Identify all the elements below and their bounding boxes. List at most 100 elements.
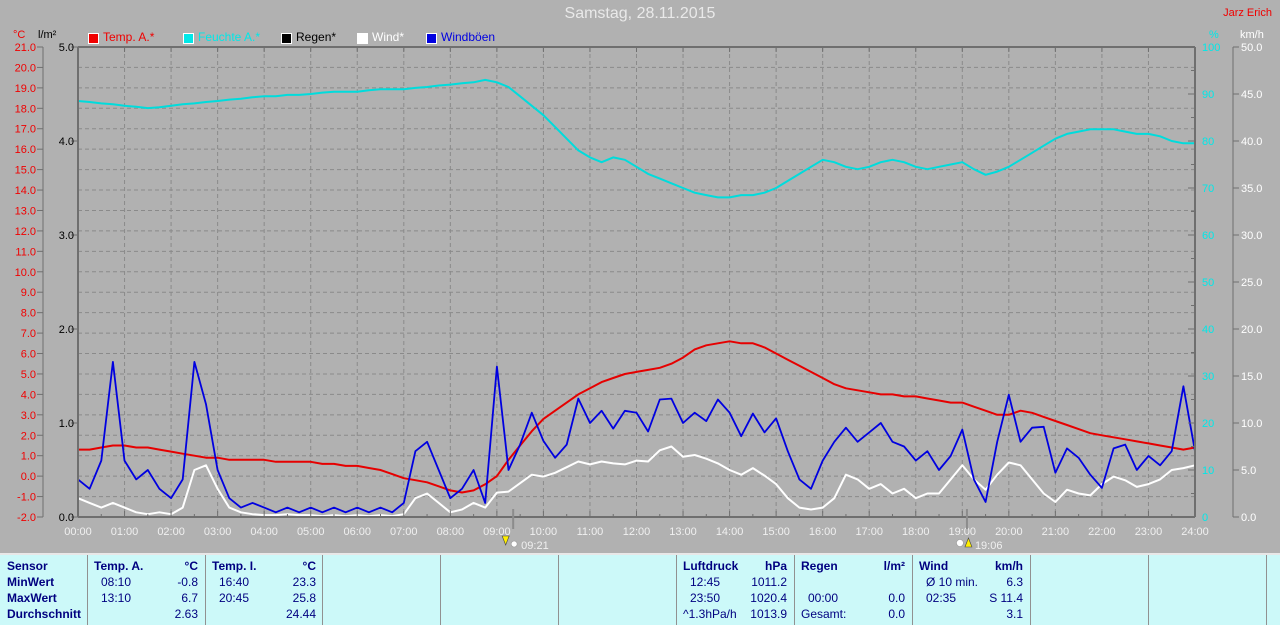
svg-text:11:00: 11:00 — [577, 526, 604, 538]
stats-row-label-min: MinWert — [7, 575, 55, 589]
svg-text:16.0: 16.0 — [15, 144, 36, 156]
table-column-divider — [1148, 555, 1149, 625]
svg-text:5.0: 5.0 — [21, 369, 36, 381]
page-title: Samstag, 28.11.2015 — [564, 5, 716, 22]
svg-text:21.0: 21.0 — [15, 42, 36, 54]
sensor-name: Temp. A. — [94, 559, 144, 573]
svg-text:3.0: 3.0 — [21, 410, 36, 422]
table-column-divider — [440, 555, 441, 625]
avg-value: 24.44 — [285, 607, 316, 621]
svg-text:90: 90 — [1202, 89, 1214, 101]
svg-text:13.0: 13.0 — [15, 205, 36, 217]
max-value: 25.8 — [292, 591, 316, 605]
legend-label: Wind* — [372, 30, 405, 44]
svg-text:4.0: 4.0 — [59, 136, 74, 148]
svg-text:06:00: 06:00 — [343, 526, 371, 538]
svg-text:50: 50 — [1202, 277, 1214, 289]
stats-row-label-max: MaxWert — [7, 591, 57, 605]
stats-table: Sensor MinWert MaxWert Durchschnitt Temp… — [0, 553, 1280, 625]
svg-text:3.0: 3.0 — [59, 230, 74, 242]
svg-text:8.0: 8.0 — [21, 308, 36, 320]
svg-text:40.0: 40.0 — [1241, 136, 1262, 148]
wind-series-swatch-icon — [357, 33, 368, 44]
sensor-name: Wind — [919, 559, 949, 573]
svg-text:-1.0: -1.0 — [17, 492, 36, 504]
legend-label: Regen* — [296, 30, 337, 44]
svg-text:0.0: 0.0 — [1241, 512, 1256, 524]
svg-text:100: 100 — [1202, 42, 1220, 54]
svg-text:9.0: 9.0 — [21, 287, 36, 299]
svg-text:5.0: 5.0 — [1241, 465, 1256, 477]
max-time: 02:35 — [926, 591, 957, 605]
svg-text:2.0: 2.0 — [59, 324, 74, 336]
svg-text:0.0: 0.0 — [21, 471, 36, 483]
humidity-series-swatch-icon — [183, 33, 194, 44]
avg-value: 3.1 — [1006, 607, 1023, 621]
svg-text:5.0: 5.0 — [59, 42, 74, 54]
rain-axis-unit: l/m² — [38, 29, 57, 41]
svg-text:4.0: 4.0 — [21, 389, 36, 401]
stats-col-temp-in: Temp. I. °C 16:40 23.3 20:45 25.8 24.44 — [205, 555, 323, 625]
svg-text:18:00: 18:00 — [902, 526, 930, 538]
svg-text:02:00: 02:00 — [157, 526, 185, 538]
table-column-divider — [912, 555, 913, 625]
sensor-unit: l/m² — [883, 559, 905, 573]
legend-label: Feuchte A.* — [198, 30, 261, 44]
max-value: S 11.4 — [989, 591, 1023, 605]
svg-text:20:00: 20:00 — [995, 526, 1023, 538]
svg-text:17.0: 17.0 — [15, 124, 36, 136]
max-value: 1020.4 — [750, 591, 787, 605]
legend-label: Windböen — [441, 30, 496, 44]
svg-text:21:00: 21:00 — [1042, 526, 1070, 538]
table-column-divider — [205, 555, 206, 625]
min-value: 23.3 — [292, 575, 316, 589]
svg-text:6.0: 6.0 — [21, 349, 36, 361]
station-owner-label: Jarz Erich — [1223, 7, 1272, 19]
svg-text:0.0: 0.0 — [59, 512, 74, 524]
stats-col-temp-out: Temp. A. °C 08:10 -0.8 13:10 6.7 2.63 — [87, 555, 205, 625]
max-time: 20:45 — [219, 591, 250, 605]
min-time: 08:10 — [101, 575, 132, 589]
svg-text:7.0: 7.0 — [21, 328, 36, 340]
chart-canvas: -2.0 -1.0 0.0 1.0 2.0 3.0 4.0 5.0 6.0 7.0 8.0 9.0 10… — [15, 42, 1263, 552]
svg-text:10.0: 10.0 — [1241, 418, 1262, 430]
svg-text:35.0: 35.0 — [1241, 183, 1262, 195]
max-value: 0.0 — [888, 591, 905, 605]
stats-col-wind: Wind km/h Ø 10 min. 6.3 02:35 S 11.4 3.1 — [912, 555, 1030, 625]
avg-label: ^1.3hPa/h — [683, 607, 737, 621]
legend-label: Temp. A.* — [103, 30, 155, 44]
sensor-unit: °C — [184, 559, 198, 573]
stats-row-label-avg: Durchschnitt — [7, 607, 82, 621]
svg-text:14:00: 14:00 — [716, 526, 744, 538]
rain-series-swatch-icon — [281, 33, 292, 44]
svg-text:40: 40 — [1202, 324, 1214, 336]
svg-text:80: 80 — [1202, 136, 1214, 148]
table-column-divider — [1266, 555, 1267, 625]
table-column-divider — [322, 555, 323, 625]
svg-text:03:00: 03:00 — [204, 526, 232, 538]
svg-text:17:00: 17:00 — [855, 526, 883, 538]
svg-text:20.0: 20.0 — [1241, 324, 1262, 336]
svg-text:23:00: 23:00 — [1135, 526, 1163, 538]
svg-text:20.0: 20.0 — [15, 62, 36, 74]
max-time: 23:50 — [690, 591, 721, 605]
avg-label: Gesamt: — [801, 607, 847, 621]
gusts-series-swatch-icon — [426, 33, 437, 44]
stats-col-rain: Regen l/m² 00:00 0.0 Gesamt: 0.0 — [794, 555, 912, 625]
svg-text:19.0: 19.0 — [15, 83, 36, 95]
sensor-unit: hPa — [764, 559, 787, 573]
max-time: 13:10 — [101, 591, 132, 605]
table-column-divider — [794, 555, 795, 625]
svg-text:24:00: 24:00 — [1181, 526, 1209, 538]
svg-text:60: 60 — [1202, 230, 1214, 242]
svg-text:04:00: 04:00 — [250, 526, 278, 538]
min-label: Ø 10 min. — [926, 575, 979, 589]
svg-text:10: 10 — [1202, 465, 1214, 477]
svg-text:50.0: 50.0 — [1241, 42, 1262, 54]
svg-text:10:00: 10:00 — [530, 526, 558, 538]
avg-value: 0.0 — [888, 607, 905, 621]
svg-text:09:21: 09:21 — [521, 540, 549, 552]
sensor-unit: km/h — [994, 559, 1023, 573]
wind-axis-unit: km/h — [1240, 29, 1264, 41]
